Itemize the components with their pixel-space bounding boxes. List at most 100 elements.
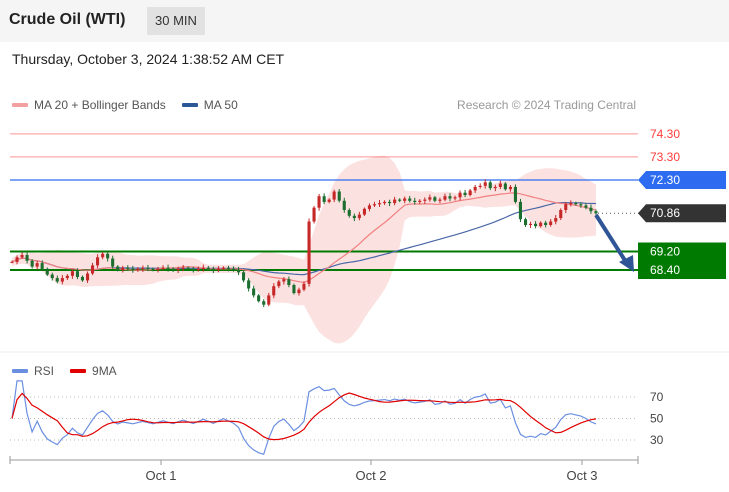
candle-body	[257, 295, 261, 302]
candle-body	[564, 204, 568, 210]
rsi-tick-70: 70	[650, 390, 664, 404]
candle-body	[498, 183, 502, 187]
candle-body	[423, 199, 427, 201]
candle-body	[126, 267, 130, 269]
legend-rsi-label: RSI	[34, 364, 55, 378]
candle-body	[216, 268, 220, 270]
candle-body	[443, 196, 447, 200]
candle-body	[111, 258, 115, 267]
candle-body	[589, 207, 593, 212]
legend-ma50: MA 50	[181, 98, 238, 112]
legend-ma20-label: MA 20 + Bollinger Bands	[34, 98, 166, 112]
candle-body	[438, 199, 442, 201]
candle-body	[96, 257, 100, 266]
candle-body	[30, 260, 34, 267]
candle-body	[478, 185, 482, 187]
candle-body	[15, 257, 19, 262]
legend-9ma: 9MA	[70, 364, 117, 378]
candle-body	[347, 210, 351, 216]
rsi-line	[11, 380, 597, 456]
rsi-9ma-line	[11, 392, 597, 441]
candle-body	[45, 268, 49, 275]
x-tick-label-2: Oct 3	[566, 468, 597, 483]
candle-body	[106, 253, 110, 259]
candle-body	[287, 279, 291, 285]
candle-body	[151, 268, 155, 270]
candle-body	[60, 278, 64, 282]
candle-body	[327, 199, 331, 202]
candle-body	[262, 301, 266, 305]
candle-body	[594, 211, 598, 214]
candle-body	[483, 182, 487, 186]
x-tick-label-1: Oct 2	[355, 468, 386, 483]
candle-body	[221, 267, 225, 269]
legend-ma50-label: MA 50	[203, 98, 238, 112]
candle-body	[473, 186, 477, 191]
price-legend: MA 20 + Bollinger Bands MA 50	[12, 98, 254, 112]
candle-body	[378, 203, 382, 205]
candle-body	[116, 266, 120, 270]
candle-body	[247, 280, 251, 289]
candle-body	[554, 218, 558, 222]
forecast-arrowhead	[619, 255, 634, 272]
candle-body	[141, 267, 145, 269]
chart-datetime: Thursday, October 3, 2024 1:38:52 AM CET	[12, 51, 285, 67]
candle-body	[35, 263, 39, 267]
candle-body	[362, 208, 366, 215]
candle-body	[10, 261, 14, 263]
legend-ma50-swatch	[181, 103, 198, 107]
level-label-72.30: 72.30	[650, 173, 680, 187]
rsi-legend: RSI 9MA	[12, 364, 133, 378]
level-label-74.30: 74.30	[650, 127, 680, 141]
candle-body	[503, 183, 507, 190]
candle-body	[91, 265, 95, 274]
candle-body	[513, 186, 517, 202]
candle-body	[518, 201, 522, 220]
candle-body	[75, 271, 79, 277]
candle-body	[574, 203, 578, 205]
candle-body	[25, 255, 29, 261]
candle-body	[569, 203, 573, 205]
candle-body	[171, 268, 175, 270]
candle-body	[534, 223, 538, 227]
candle-body	[332, 191, 336, 200]
legend-ma20: MA 20 + Bollinger Bands	[12, 98, 166, 112]
level-label-73.30: 73.30	[650, 150, 680, 164]
candle-body	[584, 205, 588, 208]
candle-body	[186, 267, 190, 269]
candle-body	[50, 274, 54, 279]
level-tag-70.86	[638, 204, 726, 223]
candle-body	[433, 197, 437, 201]
candle-body	[80, 276, 84, 281]
candle-body	[322, 196, 326, 202]
candle-body	[317, 196, 321, 208]
candle-body	[70, 271, 74, 276]
candle-body	[539, 222, 543, 227]
legend-rsi-swatch	[12, 369, 28, 373]
x-tick-label-0: Oct 1	[145, 468, 176, 483]
legend-rsi: RSI	[12, 364, 54, 378]
candle-body	[342, 200, 346, 210]
level-tag-72.30	[638, 171, 726, 189]
legend-9ma-label: 9MA	[92, 364, 117, 378]
timeframe-button[interactable]: 30 MIN	[147, 7, 205, 35]
legend-9ma-swatch	[70, 369, 87, 373]
candle-body	[559, 210, 563, 219]
candle-body	[146, 267, 150, 269]
bollinger-band	[12, 155, 596, 344]
candle-body	[458, 192, 462, 198]
candle-body	[488, 182, 492, 189]
candle-body	[493, 186, 497, 189]
chart-header: Crude Oil (WTI) 30 MIN	[0, 0, 729, 42]
candle-body	[211, 268, 215, 270]
candle-body	[388, 201, 392, 204]
candle-body	[337, 191, 341, 201]
rsi-tick-30: 30	[650, 433, 664, 447]
forecast-arrow-shaft	[594, 213, 628, 264]
candle-body	[242, 272, 246, 281]
candle-body	[282, 279, 286, 282]
level-label-69.20: 69.20	[650, 245, 680, 259]
candle-body	[408, 198, 412, 201]
candle-body	[55, 278, 59, 282]
